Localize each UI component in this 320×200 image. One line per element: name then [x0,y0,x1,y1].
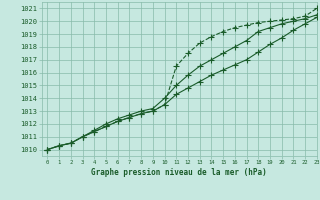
X-axis label: Graphe pression niveau de la mer (hPa): Graphe pression niveau de la mer (hPa) [91,168,267,177]
